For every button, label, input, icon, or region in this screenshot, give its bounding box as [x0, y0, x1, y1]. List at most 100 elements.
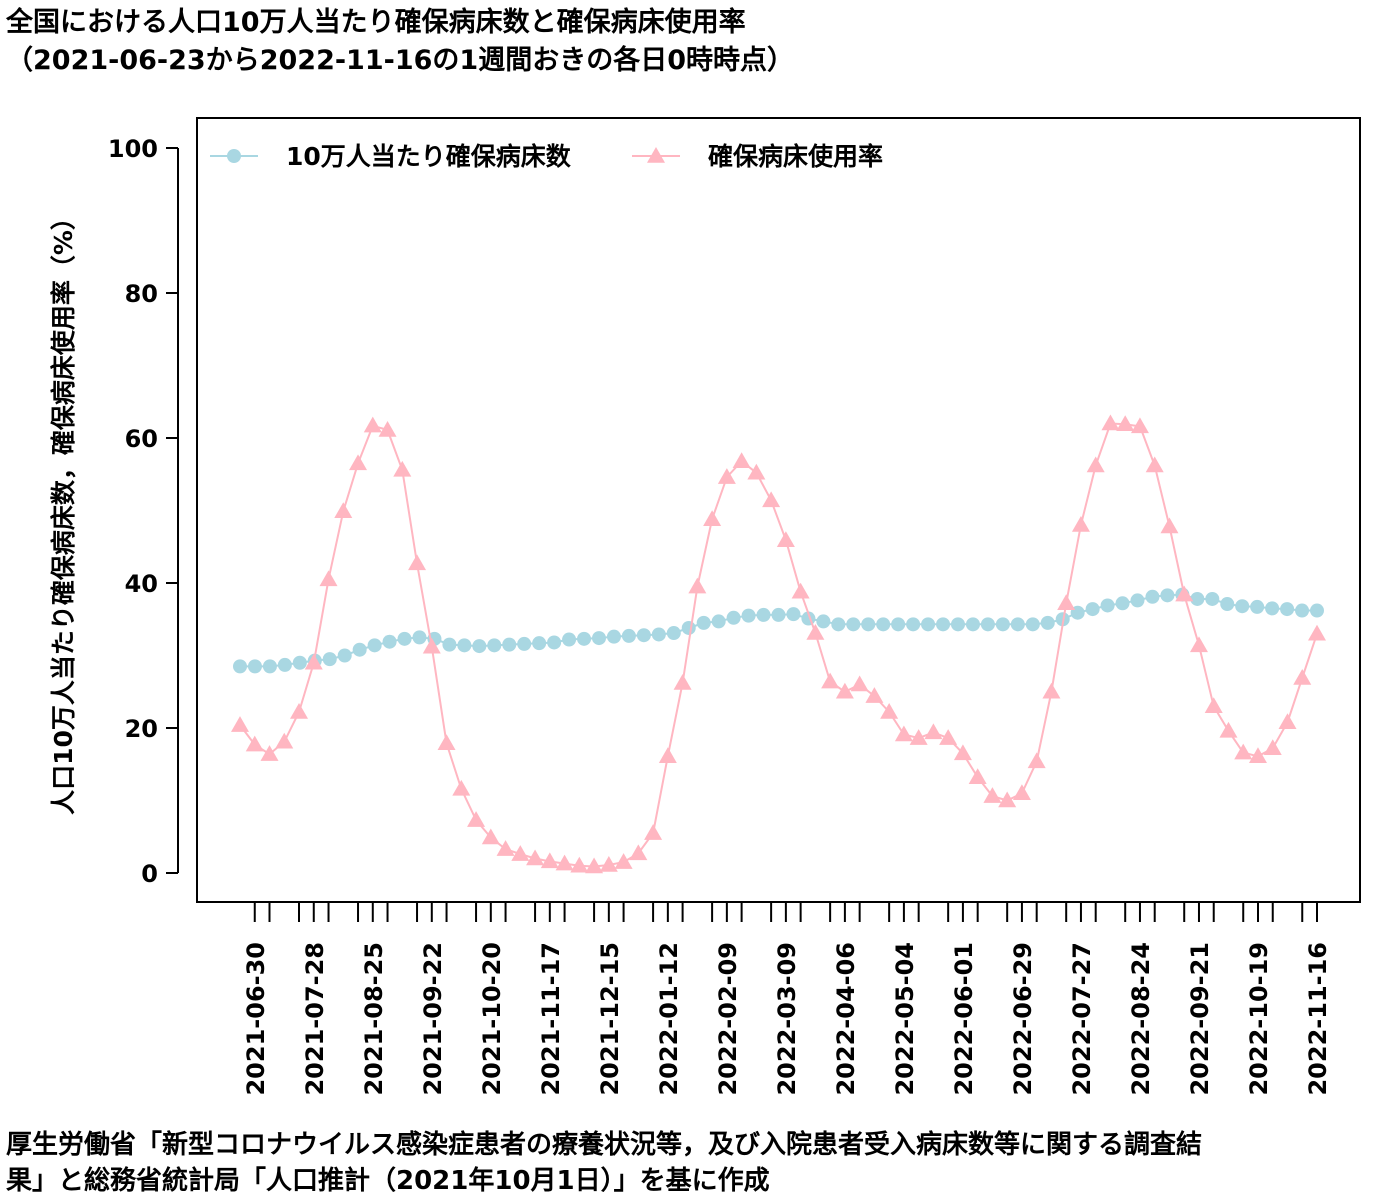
series-2-point [599, 856, 618, 872]
series-2-point [762, 491, 781, 508]
series-1-point [442, 637, 457, 652]
series-1-point [816, 614, 831, 629]
source-note-line-2: 果」と総務省統計局「人口推計（2021年10月1日）」を基に作成 [6, 1166, 770, 1196]
series-2-point [776, 531, 795, 547]
series-2-point [496, 840, 515, 856]
series-1-point [846, 617, 861, 632]
series-1-point [621, 628, 636, 643]
x-tick-label: 2022-06-01 [950, 942, 978, 1096]
source-note: 厚生労働省「新型コロナウイルス感染症患者の療養状況等，及び入院患者受入病床数等に… [6, 1127, 1202, 1199]
series-2-point [1160, 517, 1179, 534]
series-2-point [452, 779, 471, 796]
series-2-point [437, 734, 456, 750]
series-1-point [397, 631, 412, 646]
series-1-point [606, 629, 621, 644]
series-2-point [614, 853, 633, 869]
series-2-point [791, 582, 810, 599]
series-1-point [562, 632, 577, 647]
series-2-point [732, 452, 751, 468]
series-1-point [532, 636, 547, 651]
series-1-line [240, 593, 1317, 668]
series-1-point [771, 607, 786, 622]
y-tick-label: 0 [141, 860, 158, 888]
x-tick-label: 2022-11-16 [1304, 942, 1332, 1096]
series-1-point [1295, 603, 1310, 618]
series-1-point [1235, 599, 1250, 614]
series-1-point [457, 638, 472, 653]
series-1-point [1190, 591, 1205, 606]
series-2-point [408, 554, 427, 571]
series-2-point [1042, 682, 1061, 699]
series-1-point [936, 617, 951, 632]
series-2 [231, 414, 1326, 874]
series-2-point [703, 510, 722, 526]
series-2-point [378, 421, 397, 437]
series-1-point [472, 639, 487, 654]
x-tick-label: 2021-07-28 [301, 942, 329, 1096]
series-1-point [861, 617, 876, 632]
series-2-point [1027, 752, 1046, 769]
series-2-point [526, 849, 545, 866]
series-1-point [1130, 593, 1145, 608]
series-1-point [502, 637, 517, 652]
series-2-point [1175, 585, 1194, 602]
series-1-point [741, 608, 756, 623]
series-2-point [688, 577, 707, 594]
series-1-point [995, 617, 1010, 632]
y-tick-label: 20 [125, 715, 158, 743]
series-1-point [1220, 597, 1235, 612]
series-2-point [349, 454, 368, 471]
series-1-point [1025, 617, 1040, 632]
series-2-point [1116, 415, 1135, 431]
series-2-point [998, 791, 1017, 808]
series-2-point [319, 570, 338, 587]
series-1-point [681, 620, 696, 635]
series-2-point [1101, 414, 1120, 431]
series-2-point [983, 787, 1002, 803]
series-layer [231, 414, 1326, 874]
y-tick-label: 40 [125, 570, 158, 598]
series-1-point [352, 642, 367, 657]
series-2-point [467, 811, 486, 827]
series-1-point [517, 636, 532, 651]
series-1-point [1115, 596, 1130, 611]
series-2-point [1234, 743, 1253, 760]
chart-title: 全国における人口10万人当たり確保病床数と確保病床使用率 （2021-06-23か… [6, 4, 794, 80]
series-2-point [673, 674, 692, 690]
x-tick-label: 2022-05-04 [891, 942, 919, 1096]
legend-label: 10万人当たり確保病床数 [286, 142, 572, 171]
series-1-point [577, 631, 592, 646]
x-tick-label: 2022-10-19 [1245, 942, 1273, 1096]
series-1-point [1250, 599, 1265, 614]
series-2-point [629, 844, 648, 861]
series-1-point [1145, 589, 1160, 604]
series-1-point [651, 627, 666, 642]
series-2-point [555, 854, 574, 871]
series-1-point [547, 635, 562, 650]
series-2-point [1308, 624, 1326, 641]
series-1-point [1100, 598, 1115, 613]
series-2-point [1057, 594, 1076, 611]
series-2-point [1278, 713, 1297, 729]
x-tick-label: 2021-08-25 [360, 942, 388, 1096]
series-1-point [1280, 602, 1295, 617]
series-1-point [1010, 617, 1025, 632]
legend-marker [227, 149, 241, 163]
series-2-point [924, 723, 943, 740]
chart-title-line-1: 全国における人口10万人当たり確保病床数と確保病床使用率 [6, 7, 746, 38]
x-axis: 2021-06-30 2021-07-28 2021-08-25 2021-09-22… [242, 901, 1332, 1096]
series-2-point [939, 729, 958, 745]
x-tick-label: 2021-12-15 [596, 942, 624, 1096]
x-tick-label: 2022-08-24 [1127, 942, 1155, 1096]
series-2-point [540, 852, 559, 869]
series-1-point [247, 659, 262, 674]
series-2-point [1189, 636, 1208, 653]
series-2-point [835, 682, 854, 699]
series-2-point [334, 502, 353, 518]
series-2-point [1263, 739, 1282, 756]
series-2-point [644, 824, 663, 840]
series-1-point [382, 634, 397, 649]
series-1-point [756, 607, 771, 622]
series-1-point [980, 617, 995, 632]
series-1-point [233, 659, 247, 674]
